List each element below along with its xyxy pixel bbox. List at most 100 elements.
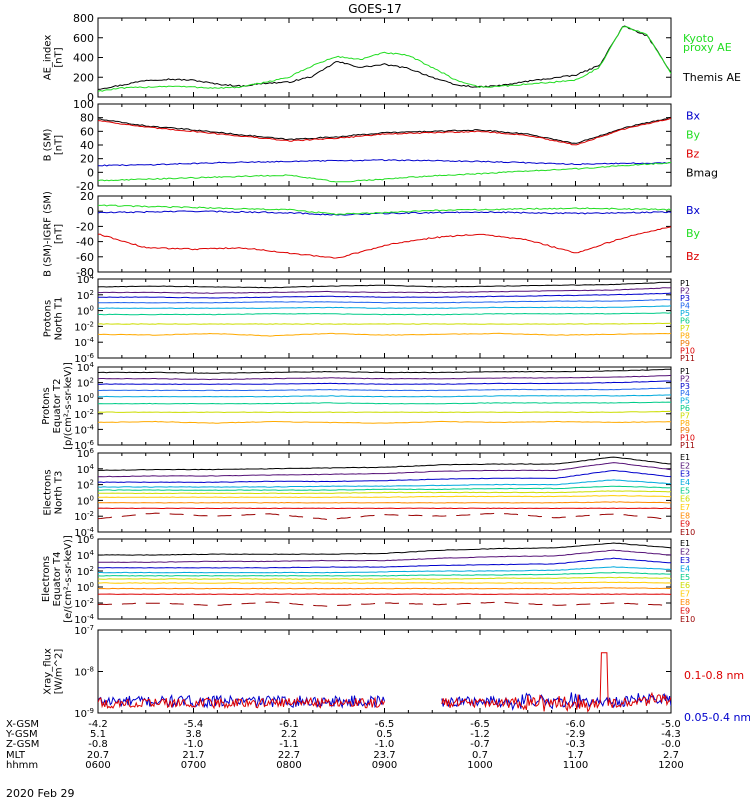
y-tick-label: 80 (80, 112, 94, 125)
series-p8 (98, 420, 671, 424)
series-p7 (98, 322, 671, 325)
tick-label-exponent: -6 (87, 352, 95, 360)
y-tick-label: -40 (76, 236, 94, 249)
tick-label-base: 10 (77, 379, 90, 390)
y-tick-label: 10-8 (74, 666, 94, 679)
tick-label-exponent: 2 (90, 479, 94, 487)
legend-p8: P8 (680, 332, 690, 341)
legend-0-1-0-8-nm: 0.1-0.8 nm (684, 669, 744, 682)
panel-plot-area (98, 368, 671, 424)
ephemeris-value: 1000 (467, 760, 492, 771)
ephemeris-value: -0.7 (470, 739, 490, 750)
ephemeris-value: -5.0 (661, 719, 681, 730)
tick-label-exponent: -2 (87, 320, 94, 328)
ephemeris-value: -2.9 (566, 729, 586, 740)
legend-e9: E9 (680, 607, 690, 616)
tick-label-exponent: -2 (87, 408, 94, 416)
tick-label-base: 10 (74, 668, 87, 679)
tick-label-base: 10 (77, 291, 90, 302)
tick-label-base: 10 (74, 626, 87, 637)
y-tick-label: 102 (77, 377, 94, 390)
series-p7 (98, 410, 671, 414)
tick-label-base: 10 (74, 528, 87, 539)
ephemeris-value: 0600 (85, 760, 110, 771)
legend-p1: P1 (680, 367, 690, 376)
ephemeris-value: -0.3 (566, 739, 586, 750)
panel-frame (97, 17, 672, 98)
series-e2 (98, 549, 671, 563)
legend-p7: P7 (680, 324, 690, 333)
ephemeris-value: -6.1 (279, 719, 299, 730)
series-e4 (98, 479, 671, 488)
ephemeris-value: 22.7 (278, 750, 300, 761)
y-axis-label: [nT] (54, 135, 65, 155)
legend-bx: Bx (686, 204, 701, 217)
legend-e7: E7 (680, 503, 690, 512)
tick-label-exponent: 0 (90, 305, 94, 313)
ephemeris-value: 0700 (181, 760, 206, 771)
legend-e10: E10 (680, 528, 695, 537)
ephemeris-value: -1.0 (184, 739, 204, 750)
series-e7 (98, 581, 671, 584)
legend-e8: E8 (680, 598, 690, 607)
y-axis-label: Electrons (43, 469, 54, 515)
ephemeris-table: X-GSM -4.2 -5.4 -6.1 -6.5 -6.5 -6.0 -5.0 Y-GSM 5.… (5, 719, 684, 771)
y-tick-label: 10-4 (74, 423, 94, 436)
legend-proxy-ae: proxy AE (683, 41, 732, 54)
legend-p4: P4 (680, 302, 690, 311)
legend-p2: P2 (680, 374, 690, 383)
series-e3 (98, 557, 671, 569)
ephemeris-label-hhmm: hhmm (6, 760, 38, 771)
series-p4 (98, 298, 671, 304)
series-themis-ae (98, 25, 671, 90)
ephemeris-value: 5.1 (90, 729, 106, 740)
tick-label-base: 10 (74, 425, 87, 436)
tick-label-base: 10 (77, 394, 90, 405)
y-axis-label: North T1 (54, 297, 65, 341)
y-axis-label: [e/(cm²-s-sr-keV)] (63, 535, 74, 623)
tick-label-base: 10 (74, 441, 87, 452)
y-tick-label: 100 (73, 98, 94, 111)
panel-plot-area (98, 25, 671, 92)
series-e1 (98, 456, 671, 471)
y-axis-label: [p/(cm²-s-sr-keV)] (63, 362, 74, 450)
ephemeris-value: -4.2 (88, 719, 108, 730)
y-tick-label: 0 (87, 91, 94, 104)
tick-label-base: 10 (74, 354, 87, 365)
series-p6 (98, 401, 671, 405)
y-axis-label: Xray_flux (43, 648, 54, 695)
panel-plot-area (98, 456, 671, 521)
ephemeris-value: 0900 (372, 760, 397, 771)
legend-p2: P2 (680, 287, 690, 296)
legend-themis-ae: Themis AE (682, 71, 741, 84)
y-tick-label: 800 (73, 12, 94, 25)
legend-p11: P11 (680, 441, 695, 450)
y-tick-label: 0 (87, 166, 94, 179)
ephemeris-value: 0.7 (472, 750, 488, 761)
ephemeris-value: 1100 (563, 760, 588, 771)
legend-by: By (686, 227, 701, 240)
y-axis-label: [nT] (54, 224, 65, 244)
series-e10 (98, 512, 671, 521)
legend-e3: E3 (680, 470, 690, 479)
series-kyoto-proxy-ae (98, 26, 671, 92)
y-axis-label: [nT] (54, 47, 65, 67)
panel-plot-area (98, 542, 671, 607)
ephemeris-value: -1.2 (470, 729, 490, 740)
legend-e5: E5 (680, 573, 690, 582)
tick-label-exponent: 4 (90, 549, 95, 557)
ephemeris-value: 0.5 (377, 729, 393, 740)
y-tick-label: 100 (77, 494, 94, 507)
series-e8 (98, 501, 671, 504)
tick-label-base: 10 (77, 449, 90, 460)
ephemeris-value: 1.7 (568, 750, 584, 761)
tick-label-base: 10 (77, 551, 90, 562)
y-axis-label: Equator T2 (52, 379, 63, 434)
y-axis-label: B (SM) (43, 128, 54, 161)
legend-p11: P11 (680, 354, 695, 363)
ephemeris-value: 0800 (276, 760, 301, 771)
legend-p10: P10 (680, 347, 695, 356)
y-tick-label: -60 (76, 251, 94, 264)
